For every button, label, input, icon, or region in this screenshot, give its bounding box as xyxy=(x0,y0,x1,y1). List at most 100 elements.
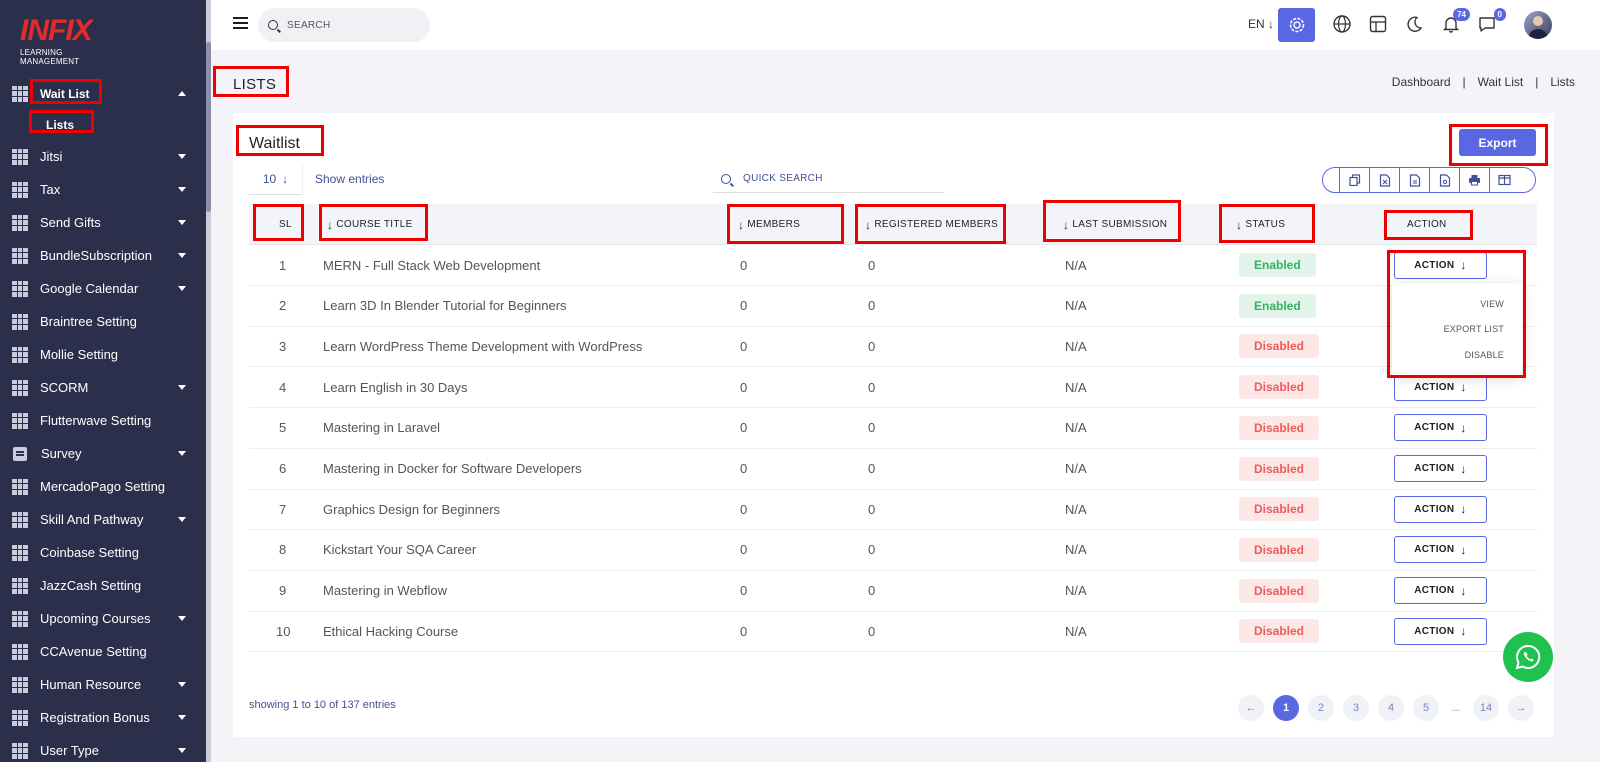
sidebar-item-user-type[interactable]: User Type xyxy=(0,734,206,762)
pagination-page[interactable]: 3 xyxy=(1343,695,1369,721)
settings-button[interactable] xyxy=(1278,8,1315,42)
table-row: 4 Learn English in 30 Days 0 0 N/A Disabled AC… xyxy=(249,367,1537,409)
avatar[interactable] xyxy=(1524,11,1552,39)
search-icon xyxy=(268,20,278,30)
pagination-next-button[interactable]: → xyxy=(1508,695,1534,721)
sidebar-item-mercadopago-setting[interactable]: MercadoPago Setting xyxy=(0,470,206,503)
sidebar-item-ccavenue-setting[interactable]: CCAvenue Setting xyxy=(0,635,206,668)
column-registered-members-label: REGISTERED MEMBERS xyxy=(874,219,999,230)
sidebar-scrollbar-thumb[interactable] xyxy=(206,42,211,212)
action-button-label: ACTION xyxy=(1414,625,1455,637)
cell-course-title: Mastering in Laravel xyxy=(323,420,441,436)
globe-icon[interactable] xyxy=(1332,14,1352,34)
sidebar-item-coinbase-setting[interactable]: Coinbase Setting xyxy=(0,536,206,569)
action-button[interactable]: ACTION ↓ xyxy=(1394,495,1487,523)
sidebar-item-bundlesubscription[interactable]: BundleSubscription xyxy=(0,239,206,272)
action-button[interactable]: ACTION ↓ xyxy=(1394,373,1487,401)
action-button[interactable]: ACTION ↓ xyxy=(1394,577,1487,605)
notifications-bell[interactable]: 74 xyxy=(1441,8,1470,34)
language-selector[interactable]: EN ↓ xyxy=(1248,17,1274,31)
pagination-page[interactable]: 2 xyxy=(1308,695,1334,721)
sidebar-item-send-gifts[interactable]: Send Gifts xyxy=(0,206,206,239)
caret-down-icon xyxy=(178,385,186,390)
column-course-title[interactable]: ↓ COURSE TITLE xyxy=(327,204,413,245)
sidebar-item-mollie-setting[interactable]: Mollie Setting xyxy=(0,338,206,371)
sidebar-item-survey[interactable]: Survey xyxy=(0,437,206,470)
column-status[interactable]: ↓ STATUS xyxy=(1236,204,1285,245)
sidebar-item-google-calendar[interactable]: Google Calendar xyxy=(0,272,206,305)
menu-item-view[interactable]: VIEW xyxy=(1480,299,1504,309)
print-button[interactable] xyxy=(1459,168,1489,192)
whatsapp-icon xyxy=(1515,644,1541,670)
csv-button[interactable] xyxy=(1399,168,1429,192)
column-registered-members[interactable]: ↓ REGISTERED MEMBERS xyxy=(865,204,998,245)
action-button[interactable]: ACTION ↓ xyxy=(1394,251,1487,279)
sidebar-item-jitsi[interactable]: Jitsi xyxy=(0,140,206,173)
cell-sl: 9 xyxy=(279,583,287,599)
sidebar-item-upcoming-courses[interactable]: Upcoming Courses xyxy=(0,602,206,635)
excel-button[interactable] xyxy=(1369,168,1399,192)
cell-status: Disabled xyxy=(1239,408,1320,448)
cell-members: 0 xyxy=(740,338,748,354)
action-button[interactable]: ACTION ↓ xyxy=(1394,414,1487,442)
cell-action: ACTION ↓ xyxy=(1394,611,1487,651)
whatsapp-button[interactable] xyxy=(1503,632,1553,682)
action-button[interactable]: ACTION ↓ xyxy=(1394,617,1487,645)
cell-status: Disabled xyxy=(1239,326,1320,366)
grid-icon xyxy=(12,412,28,429)
menu-item-disable[interactable]: DISABLE xyxy=(1464,350,1504,360)
card-title: Waitlist xyxy=(249,135,300,152)
action-button[interactable]: ACTION ↓ xyxy=(1394,536,1487,564)
cell-sl: 7 xyxy=(279,501,287,517)
caret-down-icon xyxy=(178,682,186,687)
column-members[interactable]: ↓ MEMBERS xyxy=(738,204,800,245)
sidebar-item-label: SCORM xyxy=(40,380,89,395)
pdf-button[interactable] xyxy=(1429,168,1459,192)
copy-button[interactable] xyxy=(1339,168,1369,192)
menu-item-export-list[interactable]: EXPORT LIST xyxy=(1443,324,1504,334)
search-input[interactable]: SEARCH xyxy=(258,8,430,42)
breadcrumb-lists[interactable]: Lists xyxy=(1550,75,1575,89)
action-button[interactable]: ACTION ↓ xyxy=(1394,455,1487,482)
pagination-page[interactable]: 4 xyxy=(1378,695,1404,721)
moon-icon[interactable] xyxy=(1404,14,1424,34)
cell-last-submission: N/A xyxy=(1065,338,1087,354)
caret-down-icon xyxy=(178,253,186,258)
sidebar-item-registration-bonus[interactable]: Registration Bonus xyxy=(0,701,206,734)
sidebar-item-human-resource[interactable]: Human Resource xyxy=(0,668,206,701)
sidebar-item-label: Flutterwave Setting xyxy=(40,413,152,428)
layout-icon[interactable] xyxy=(1368,14,1388,34)
pagination-page[interactable]: 14 xyxy=(1473,695,1499,721)
action-button-label: ACTION xyxy=(1414,422,1455,434)
table-header: SL ↓ COURSE TITLE ↓ MEMBERS ↓ REGISTERED… xyxy=(249,204,1537,245)
pagination-page[interactable]: 1 xyxy=(1273,695,1299,721)
breadcrumb-wait-list[interactable]: Wait List xyxy=(1477,75,1524,89)
sidebar-item-label: Send Gifts xyxy=(40,215,101,230)
sidebar-item-scorm[interactable]: SCORM xyxy=(0,371,206,404)
arrow-down-icon: ↓ xyxy=(1460,258,1467,272)
sidebar-item-wait-list[interactable]: Wait List xyxy=(0,77,206,110)
messages-button[interactable]: 0 xyxy=(1477,8,1506,34)
breadcrumb-dashboard[interactable]: Dashboard xyxy=(1391,75,1451,89)
sort-arrow-icon: ↓ xyxy=(1063,217,1070,232)
pagination-page[interactable]: 5 xyxy=(1413,695,1439,721)
grid-icon xyxy=(12,214,28,231)
export-button[interactable]: Export xyxy=(1459,129,1536,156)
sidebar-item-braintree-setting[interactable]: Braintree Setting xyxy=(0,305,206,338)
language-label: EN xyxy=(1248,17,1265,31)
sidebar-item-flutterwave-setting[interactable]: Flutterwave Setting xyxy=(0,404,206,437)
pagination-prev-button[interactable]: ← xyxy=(1238,695,1264,721)
column-sl[interactable]: SL xyxy=(279,204,292,245)
brand-logo[interactable]: INFIX LEARNING MANAGEMENT xyxy=(20,16,120,67)
sidebar-scrollbar[interactable] xyxy=(206,0,211,762)
sidebar-item-jazzcash-setting[interactable]: JazzCash Setting xyxy=(0,569,206,602)
hamburger-menu-icon[interactable] xyxy=(233,17,248,29)
sidebar-subitem-lists[interactable]: Lists xyxy=(0,110,206,140)
columns-button[interactable] xyxy=(1489,168,1519,192)
sidebar-item-tax[interactable]: Tax xyxy=(0,173,206,206)
sidebar-item-skill-and-pathway[interactable]: Skill And Pathway xyxy=(0,503,206,536)
column-last-submission[interactable]: ↓ LAST SUBMISSION xyxy=(1063,204,1167,245)
quick-search-input[interactable]: QUICK SEARCH xyxy=(713,165,944,193)
entries-select[interactable]: 10 ↓ xyxy=(249,163,303,195)
cell-status: Disabled xyxy=(1239,449,1320,489)
